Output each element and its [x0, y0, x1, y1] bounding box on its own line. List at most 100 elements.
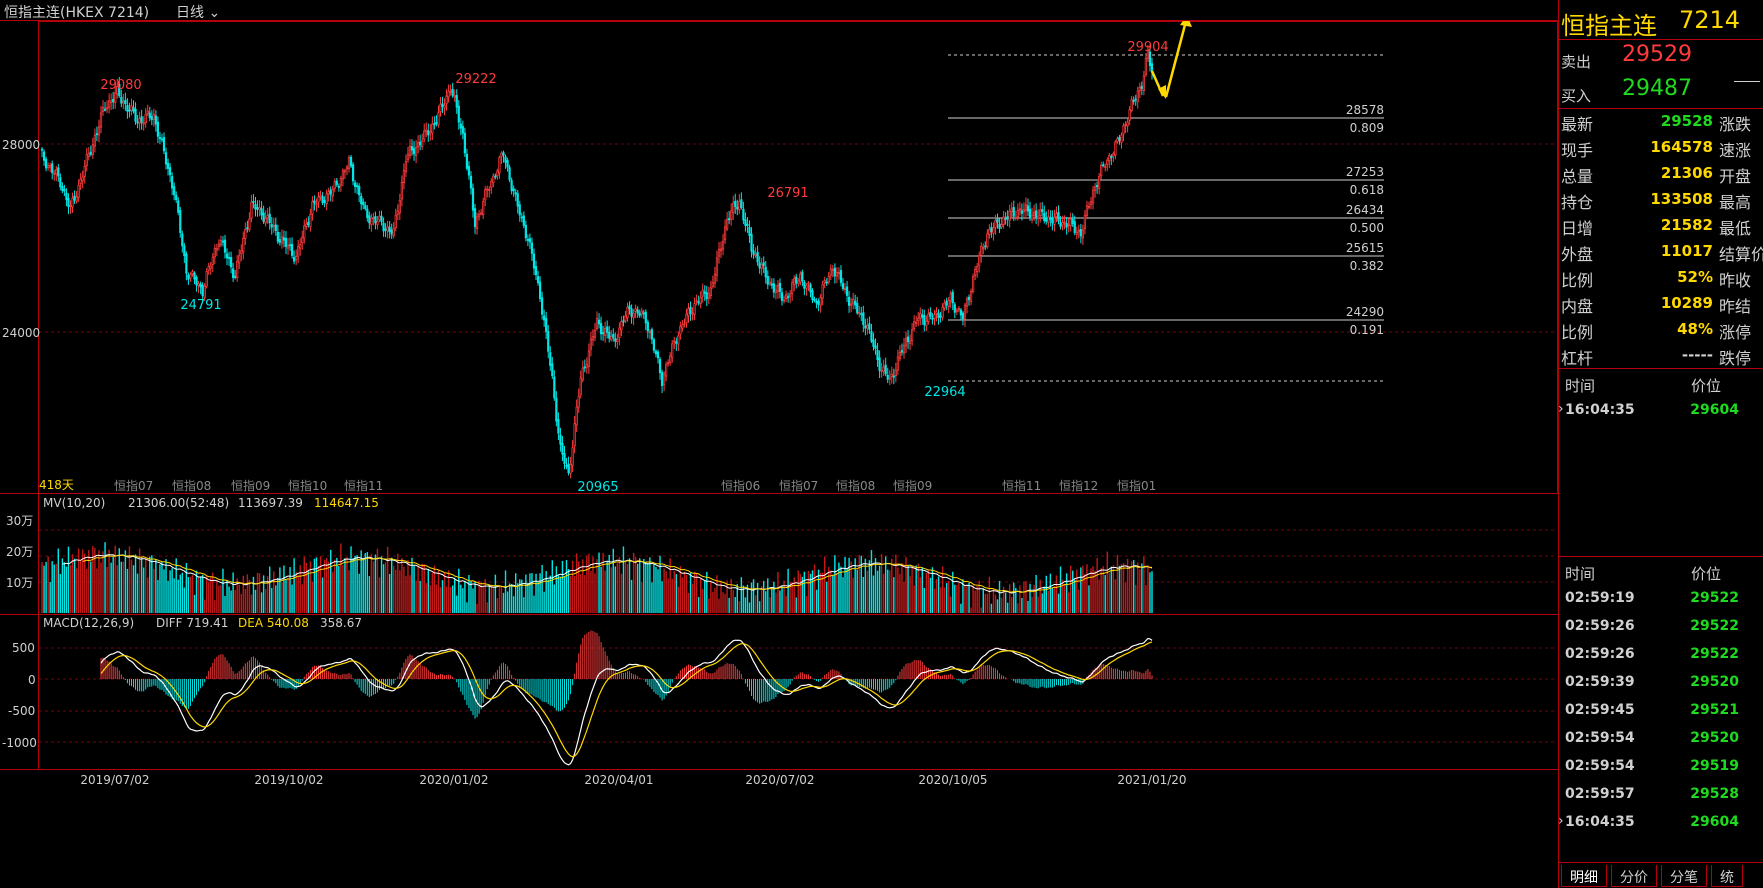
tab-stats[interactable]: 统: [1711, 865, 1743, 887]
candle-body: [618, 327, 621, 339]
candle-body: [675, 341, 678, 344]
volume-bar: [828, 566, 830, 613]
tab-price-distribution[interactable]: 分价: [1611, 865, 1657, 887]
volume-bar: [1067, 592, 1070, 613]
volume-bar: [77, 548, 80, 613]
tab-tick-trades[interactable]: 分笔: [1661, 865, 1707, 887]
tick-time: 02:59:26: [1565, 646, 1635, 662]
tick-row[interactable]: 02:59:19 29522: [1559, 585, 1763, 613]
ticks-panel-top[interactable]: 时间 价位 › 16:04:35 29604: [1558, 368, 1763, 433]
candle-body: [455, 95, 458, 108]
volume-bar: [482, 586, 484, 613]
volume-bar: [273, 571, 275, 613]
tick-row[interactable]: 02:59:26 29522: [1559, 613, 1763, 641]
volume-bar: [657, 569, 659, 613]
candle-body: [837, 272, 841, 275]
volume-bar: [1023, 581, 1025, 613]
candle-body: [288, 244, 292, 247]
candle-body: [953, 304, 956, 313]
volume-bar: [1143, 556, 1145, 613]
candle-body: [967, 296, 971, 301]
volume-bar: [677, 586, 680, 613]
tick-row[interactable]: 02:59:57 29528: [1559, 781, 1763, 809]
volume-bar: [460, 584, 462, 613]
volume-bar: [624, 561, 627, 613]
tick-row[interactable]: 02:59:54 29519: [1559, 753, 1763, 781]
candle-body: [593, 329, 597, 338]
volume-bar: [61, 558, 64, 613]
candle-body: [927, 313, 930, 322]
volume-bar: [634, 557, 637, 613]
volume-bar: [693, 571, 696, 613]
candle-body: [512, 188, 515, 192]
current-marker-icon: ›: [1558, 401, 1564, 417]
candle-body: [614, 338, 617, 342]
volume-bar: [478, 580, 480, 613]
tick-row[interactable]: 02:59:45 29521: [1559, 697, 1763, 725]
candle-body: [480, 212, 483, 215]
candle-body: [1100, 164, 1103, 177]
candle-body: [522, 215, 525, 226]
chart-title: 恒指主连(HKEX 7214): [4, 5, 150, 21]
candle-body: [303, 225, 306, 239]
volume-bar: [811, 570, 814, 613]
volume-ma-lines: [62, 554, 1153, 594]
volume-bar: [732, 590, 734, 613]
volume-bar: [486, 602, 488, 613]
ticks-panel-bottom[interactable]: 时间 价位 02:59:19 29522 02:59:26 29522 02:59:26…: [1558, 556, 1763, 856]
candle-body: [105, 107, 109, 110]
volume-bar: [571, 560, 574, 613]
volume-bar: [1078, 589, 1080, 613]
stat-label-right: 昨收: [1719, 271, 1752, 290]
tick-row[interactable]: › 16:04:35 29604: [1558, 809, 1763, 837]
volume-bar: [937, 576, 940, 613]
volume-bar: [433, 565, 436, 613]
candle-body: [1083, 214, 1087, 229]
volume-bar: [449, 587, 452, 613]
tab-detail[interactable]: 明细: [1561, 865, 1607, 887]
tick-row[interactable]: 02:59:54 29520: [1559, 725, 1763, 753]
period-dropdown[interactable]: 日线 ⌄: [176, 2, 220, 22]
candle-body: [565, 464, 568, 467]
volume-bar: [311, 581, 314, 613]
candle-body: [976, 266, 979, 272]
tick-row[interactable]: 02:59:26 29522: [1559, 641, 1763, 669]
candle-body: [1118, 136, 1121, 141]
kline-chart-area[interactable]: 28000 24000 28578 0.809 27253 0.618 2643…: [0, 21, 1558, 888]
volume-bar: [901, 562, 903, 613]
volume-bar: [118, 548, 120, 613]
fibonacci-levels: 28578 0.809 27253 0.618 26434 0.500 2561…: [948, 54, 1384, 382]
macd-diff: DIFF 719.41: [156, 616, 228, 630]
candle-body: [396, 210, 399, 215]
volume-bar: [112, 556, 114, 613]
volume-bar: [708, 598, 710, 613]
volume-bar: [348, 570, 350, 613]
candle-body: [173, 186, 176, 196]
sell-quote[interactable]: 卖出 29529: [1559, 40, 1763, 74]
volume-bar: [730, 578, 732, 613]
candle-body: [1014, 217, 1017, 219]
candle-body: [762, 262, 765, 266]
candle-body: [689, 306, 692, 314]
volume-bar: [199, 576, 202, 613]
volume-bar: [563, 576, 566, 613]
buy-quote[interactable]: 买入 29487: [1559, 74, 1763, 109]
volume-bar: [575, 553, 578, 613]
candle-body: [374, 216, 377, 224]
tick-row[interactable]: › 16:04:35 29604: [1558, 397, 1763, 425]
candle-body: [807, 282, 810, 285]
volume-bar: [933, 588, 936, 613]
month-label: 恒指01: [1117, 478, 1156, 493]
tick-row[interactable]: 02:59:39 29520: [1559, 669, 1763, 697]
macd-dea: DEA 540.08: [238, 616, 309, 630]
candle-body: [110, 100, 113, 103]
candle-body: [691, 312, 694, 315]
candle-body: [217, 243, 221, 247]
candle-body: [784, 294, 788, 299]
volume-bar: [998, 580, 1001, 613]
volume-bar: [1037, 596, 1039, 613]
candle-body: [671, 343, 674, 358]
volume-bar: [1057, 593, 1060, 613]
volume-bar: [740, 577, 743, 613]
candle-body: [813, 298, 816, 301]
